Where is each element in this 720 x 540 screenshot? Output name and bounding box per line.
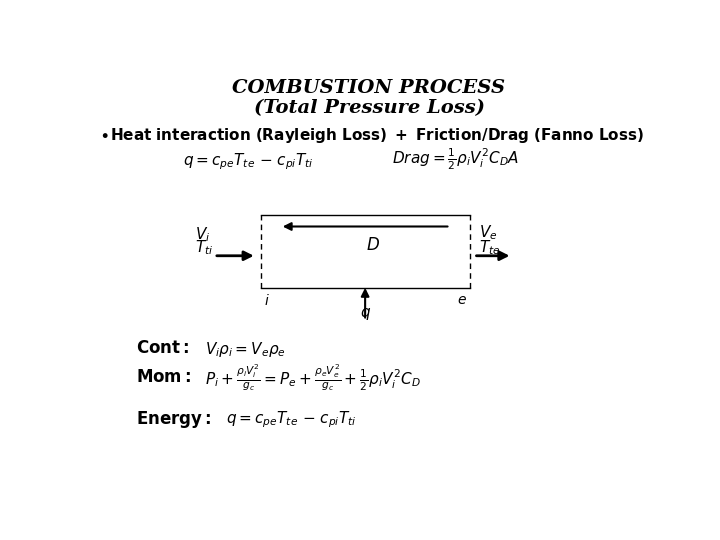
- Text: $V_e$: $V_e$: [479, 224, 498, 242]
- Text: $\mathit{\mathbf{Mom:}}$: $\mathit{\mathbf{Mom:}}$: [137, 369, 192, 386]
- Text: $T_{ti}$: $T_{ti}$: [194, 239, 213, 258]
- Text: $D$: $D$: [366, 237, 380, 254]
- Text: $V_i\rho_i = V_e\rho_e$: $V_i\rho_i = V_e\rho_e$: [204, 340, 286, 360]
- Text: $\mathbf{Heat\ interaction\ (Rayleigh\ Loss)\ +\ Friction/Drag\ (Fanno\ Loss)}$: $\mathbf{Heat\ interaction\ (Rayleigh\ L…: [110, 126, 644, 145]
- Text: $V_i$: $V_i$: [194, 225, 210, 244]
- Text: $q$: $q$: [359, 306, 371, 322]
- Text: $\mathit{\mathbf{Energy:}}$: $\mathit{\mathbf{Energy:}}$: [137, 409, 212, 430]
- Text: $q = c_{pe}T_{te}\ \mathrm{-}\ c_{pi}T_{ti}$: $q = c_{pe}T_{te}\ \mathrm{-}\ c_{pi}T_{…: [183, 151, 314, 172]
- Text: $e$: $e$: [456, 293, 467, 307]
- Text: $\mathit{\mathbf{Cont:}}$: $\mathit{\mathbf{Cont:}}$: [137, 340, 190, 357]
- Text: $Drag = \frac{1}{2}\rho_i V_i^2 C_D A$: $Drag = \frac{1}{2}\rho_i V_i^2 C_D A$: [392, 146, 519, 172]
- Text: COMBUSTION PROCESS: COMBUSTION PROCESS: [233, 79, 505, 97]
- Text: $i$: $i$: [264, 293, 269, 308]
- Text: $q = c_{pe}T_{te}\ \mathrm{-}\ c_{pi}T_{ti}$: $q = c_{pe}T_{te}\ \mathrm{-}\ c_{pi}T_{…: [225, 409, 356, 430]
- Text: $T_{te}$: $T_{te}$: [479, 239, 500, 258]
- Text: (Total Pressure Loss): (Total Pressure Loss): [253, 99, 485, 117]
- Text: $\bullet$: $\bullet$: [99, 126, 109, 144]
- Text: $P_i + \frac{\rho_i V_i^2}{g_c} = P_e + \frac{\rho_e V_e^2}{g_c} + \frac{1}{2}\r: $P_i + \frac{\rho_i V_i^2}{g_c} = P_e + …: [204, 363, 420, 394]
